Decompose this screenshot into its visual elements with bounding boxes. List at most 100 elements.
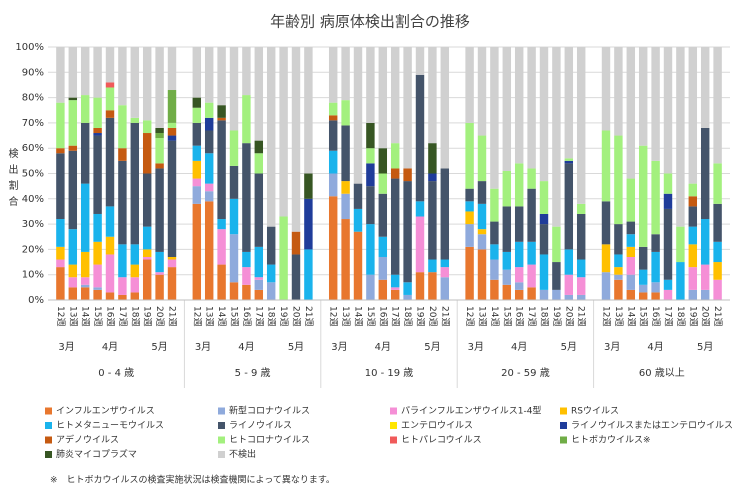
bar-segment [192, 178, 202, 187]
bar-segment [105, 292, 115, 300]
bar-segment [155, 163, 164, 169]
month-label: 3月 [195, 341, 211, 353]
bar-segment [353, 47, 363, 184]
bar-segment [80, 277, 90, 285]
bar-segment [663, 289, 673, 300]
bar-segment [204, 130, 214, 154]
bar-segment [142, 173, 152, 227]
bar-segment [651, 234, 660, 252]
bar-segment [93, 135, 102, 214]
legend-label: エンテロウイルス [401, 420, 473, 431]
bar-segment [527, 47, 536, 169]
bar-segment [626, 47, 636, 179]
bar-segment [142, 120, 152, 134]
legend-swatch [218, 407, 225, 415]
x-tick-label: 16週 [241, 306, 252, 326]
bar-segment [155, 251, 164, 273]
bar-segment [68, 264, 78, 278]
bar-segment [614, 279, 623, 300]
bar-segment [254, 173, 264, 247]
bar-segment [626, 221, 636, 235]
month-label: 3月 [468, 341, 484, 353]
legend-swatch [45, 436, 52, 444]
bar-segment [539, 224, 549, 255]
bar-segment [502, 284, 512, 300]
bar-segment [279, 216, 288, 300]
bar-segment [688, 206, 698, 227]
bar-segment [130, 264, 140, 278]
bar-segment [105, 47, 115, 83]
bar-segment [167, 47, 177, 91]
bar-segment [663, 173, 673, 194]
bar-segment [242, 267, 251, 285]
bar-segment [192, 97, 202, 108]
bar-segment [366, 47, 375, 123]
bar-segment [490, 279, 499, 300]
bar-segment [254, 246, 264, 278]
month-label: 4月 [375, 341, 391, 353]
bar-segment [477, 135, 487, 182]
legend-label: 新型コロナウイルス [229, 405, 310, 417]
x-tick-label: 16週 [514, 306, 525, 326]
x-tick-label: 21週 [439, 306, 450, 326]
legend-label: パラインフルエンザウイルス1-4型 [401, 406, 541, 417]
bar-segment [229, 282, 239, 300]
bar-segment [93, 287, 102, 290]
legend-label: ヒトメタニューモウイルス [56, 420, 164, 431]
bar-segment [490, 47, 499, 189]
bar-segment [155, 274, 164, 300]
bar-segment [527, 241, 536, 265]
x-tick-label: 17週 [117, 306, 128, 326]
bar-segment [514, 282, 524, 290]
bar-segment [204, 191, 214, 202]
y-tick-label: 80% [22, 93, 44, 104]
bar-segment [502, 251, 512, 270]
bar-segment [167, 259, 177, 268]
bar-segment [93, 241, 102, 265]
bar-segment [304, 47, 313, 174]
bar-segment [440, 259, 450, 268]
bar-segment [539, 289, 549, 300]
legend-label: ライノウイルス [229, 420, 292, 431]
bar-segment [353, 231, 363, 300]
bar-segment [477, 203, 487, 230]
bar-segment [118, 47, 127, 106]
bar-segment [564, 160, 574, 164]
bar-segment [254, 140, 264, 154]
bar-segment [366, 224, 375, 275]
bar-segment [465, 224, 474, 247]
bar-segment [266, 282, 276, 300]
bar-segment [192, 203, 202, 300]
x-tick-label: 18週 [129, 306, 140, 326]
bar-segment [539, 47, 549, 182]
x-tick-label: 13週 [477, 306, 488, 326]
x-tick-label: 14週 [353, 306, 364, 326]
bar-segment [415, 272, 425, 300]
bar-segment [688, 267, 698, 290]
bar-segment [254, 153, 264, 174]
month-label: 5月 [424, 341, 440, 353]
bar-segment [465, 211, 474, 225]
bar-segment [390, 168, 400, 179]
bar-segment [663, 193, 673, 209]
bar-segment [56, 219, 65, 247]
bar-segment [167, 256, 177, 260]
bar-segment [68, 47, 78, 98]
bar-segment [651, 251, 660, 283]
footnote: ※ ヒトボカウイルスの検査実施状況は検査機関によって異なります。 [50, 474, 335, 486]
bar-segment [378, 236, 388, 257]
bar-segment [130, 117, 140, 123]
x-tick-label: 21週 [576, 306, 587, 326]
bar-segment [341, 193, 350, 220]
bar-segment [68, 97, 78, 101]
bar-segment [663, 208, 673, 280]
bar-segment [328, 115, 338, 121]
bar-segment [576, 47, 586, 204]
bar-segment [366, 274, 375, 300]
x-tick-label: 20週 [563, 306, 574, 326]
y-tick-label: 30% [22, 219, 44, 230]
bar-segment [229, 198, 239, 235]
bar-segment [291, 47, 301, 232]
x-tick-label: 21週 [712, 306, 723, 326]
bar-segment [68, 100, 78, 146]
